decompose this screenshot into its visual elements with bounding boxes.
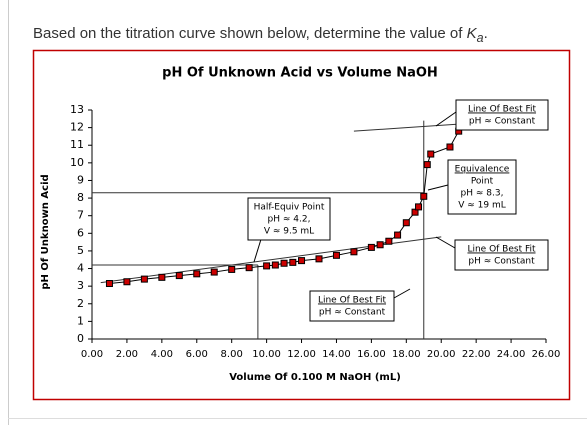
x-tick-label: 16.00: [357, 349, 386, 360]
callout-leader: [427, 184, 449, 191]
point: [423, 161, 431, 169]
question-end: .: [483, 25, 488, 42]
callout-text: Line Of Best Fit: [467, 245, 536, 255]
callout-text: pH ≈ 8.3,: [461, 189, 504, 199]
callout-text: pH ≈ Constant: [468, 257, 535, 267]
callout-text: Point: [471, 177, 494, 187]
callout-text: Equivalence: [455, 165, 510, 175]
y-tick-label: 12: [70, 121, 84, 134]
question: Based on the titration curve shown below…: [33, 25, 488, 45]
point: [298, 257, 306, 265]
guide-line: [100, 236, 442, 284]
callout-text: pH ≈ Constant: [469, 117, 536, 127]
y-tick-label: 3: [77, 279, 84, 292]
x-tick-label: 4.00: [151, 349, 173, 360]
x-tick-label: 20.00: [427, 349, 456, 360]
callout-text: pH ≈ 4.2,: [268, 215, 311, 225]
callout-text: pH ≈ Constant: [319, 308, 386, 318]
y-tick-label: 11: [70, 138, 84, 151]
point: [210, 268, 218, 276]
x-tick-label: 14.00: [322, 349, 351, 360]
y-tick-label: 13: [70, 103, 84, 116]
y-tick-label: 2: [77, 297, 84, 310]
question-text: Based on the titration curve shown below…: [33, 25, 467, 42]
callout-box: [447, 159, 517, 215]
callout-leader: [393, 288, 411, 299]
point: [385, 237, 393, 245]
point: [446, 143, 454, 151]
point: [175, 272, 183, 280]
callout-text: Line Of Best Fit: [318, 296, 387, 306]
x-tick-label: 8.00: [221, 349, 243, 360]
point: [367, 243, 375, 251]
callout-text: V ≈ 19 mL: [458, 201, 506, 211]
point: [394, 231, 402, 239]
x-tick-label: 18.00: [392, 349, 421, 360]
point: [420, 192, 428, 200]
y-tick-label: 6: [77, 226, 84, 239]
x-tick-label: 26.00: [532, 349, 561, 360]
point: [123, 278, 131, 286]
point: [245, 264, 253, 272]
y-tick-label: 1: [77, 314, 84, 327]
x-tick-label: 22.00: [462, 349, 491, 360]
y-tick-label: 4: [77, 262, 84, 275]
point: [376, 241, 384, 249]
point: [427, 150, 435, 158]
point: [415, 203, 423, 211]
x-tick-label: 24.00: [497, 349, 526, 360]
callout-leader: [435, 236, 456, 249]
x-axis-label: Volume Of 0.100 M NaOH (mL): [229, 372, 401, 383]
x-tick-label: 2.00: [116, 349, 138, 360]
y-axis-label: pH Of Unknown Acid: [40, 174, 51, 289]
y-tick-label: 10: [70, 156, 84, 169]
callout-box: [247, 197, 331, 241]
x-tick-label: 10.00: [252, 349, 281, 360]
callout-box: [309, 290, 395, 322]
point: [158, 273, 166, 281]
point: [193, 270, 201, 278]
point: [271, 261, 279, 269]
y-tick-label: 9: [77, 173, 84, 186]
point: [332, 251, 340, 259]
callout-box: [455, 99, 549, 131]
callout-text: Line Of Best Fit: [468, 105, 537, 115]
point: [140, 275, 148, 283]
callout-box: [454, 239, 549, 271]
x-tick-label: 12.00: [287, 349, 316, 360]
x-tick-label: 0.00: [81, 349, 103, 360]
point: [228, 265, 236, 273]
callout-text: V ≈ 9.5 mL: [264, 227, 314, 237]
point: [263, 262, 271, 270]
ka-symbol: K: [466, 25, 477, 42]
chart-title: pH Of Unknown Acid vs Volume NaOH: [162, 66, 438, 81]
ka-subscript: a: [476, 31, 484, 45]
y-tick-label: 5: [77, 244, 84, 257]
callout-leader: [435, 111, 457, 127]
y-tick-label: 8: [77, 191, 84, 204]
y-tick-label: 7: [77, 209, 84, 222]
x-tick-label: 6.00: [186, 349, 208, 360]
point: [402, 219, 410, 227]
callout-text: Half-Equiv Point: [254, 203, 325, 213]
point: [289, 258, 297, 266]
point: [350, 248, 358, 256]
point: [280, 259, 288, 267]
point: [315, 255, 323, 263]
y-tick-label: 0: [77, 332, 84, 345]
point: [105, 280, 113, 288]
